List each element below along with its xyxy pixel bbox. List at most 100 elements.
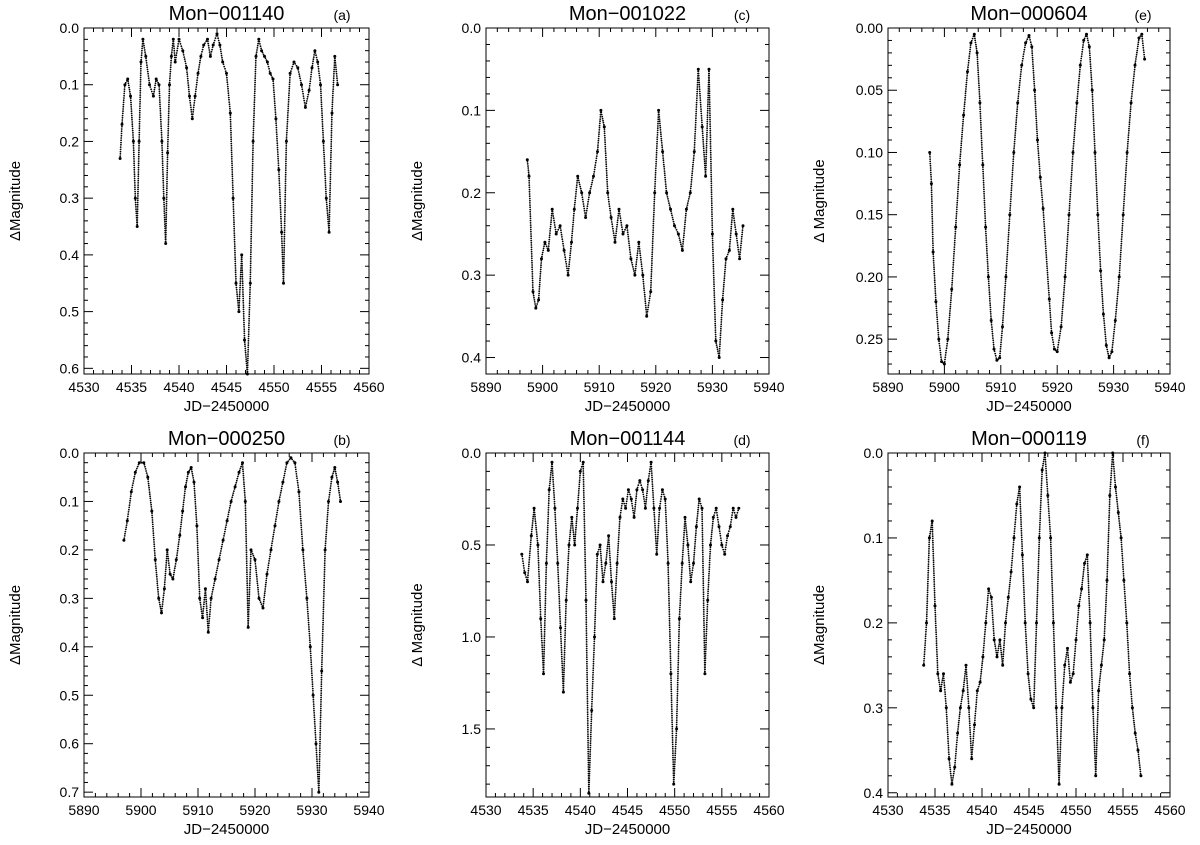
data-point-fill xyxy=(153,552,156,554)
data-point-fill xyxy=(280,222,283,225)
data-point-fill xyxy=(310,665,313,668)
data-point-fill xyxy=(539,613,542,615)
data-point-fill xyxy=(238,299,241,302)
data-point-fill xyxy=(137,190,139,193)
data-point-fill xyxy=(287,103,290,105)
data-point-fill xyxy=(301,544,304,547)
data-point-fill xyxy=(571,518,573,521)
data-point-fill xyxy=(321,656,323,659)
y-tick-label: 0.5 xyxy=(60,304,80,320)
data-point-fill xyxy=(570,525,572,527)
data-point-fill xyxy=(665,531,668,534)
data-point xyxy=(169,54,173,58)
data-point xyxy=(146,475,150,479)
data-point xyxy=(160,139,164,143)
data-point-fill xyxy=(527,569,530,572)
data-point xyxy=(254,54,258,58)
data-point-fill xyxy=(248,320,251,322)
data-point-fill xyxy=(735,235,738,238)
data-point-fill xyxy=(324,171,326,173)
data-point-fill xyxy=(204,594,207,597)
data-point-fill xyxy=(193,104,195,106)
data-point-fill xyxy=(248,317,251,320)
data-point-fill xyxy=(722,288,725,290)
data-point-fill xyxy=(600,563,603,566)
x-tick-label: 4555 xyxy=(306,379,337,395)
data-point-fill xyxy=(522,562,525,565)
data-point-fill xyxy=(682,549,684,552)
data-point xyxy=(125,519,129,523)
data-point-fill xyxy=(297,68,300,71)
data-point xyxy=(602,125,606,129)
data-point-fill xyxy=(229,127,232,130)
data-point-fill xyxy=(122,103,125,106)
data-point-fill xyxy=(651,255,653,258)
data-point-fill xyxy=(133,155,135,158)
data-point-fill xyxy=(239,271,242,274)
data-point-fill xyxy=(320,92,322,95)
data-point-fill xyxy=(202,612,204,615)
data-point-fill xyxy=(323,158,326,160)
data-point-fill xyxy=(667,569,670,571)
data-point-fill xyxy=(596,152,598,155)
data-point-fill xyxy=(535,305,538,307)
data-point-fill xyxy=(713,309,716,312)
data-point-fill xyxy=(234,483,237,486)
data-point-fill xyxy=(279,193,281,196)
data-point-fill xyxy=(281,240,283,243)
data-point-fill xyxy=(338,489,340,492)
data-point-fill xyxy=(283,249,286,251)
data-point-fill xyxy=(594,614,597,617)
data-point-fill xyxy=(290,70,292,72)
data-point-fill xyxy=(537,548,539,551)
data-point-fill xyxy=(168,103,170,106)
data-point-fill xyxy=(192,106,195,109)
data-point-fill xyxy=(631,507,634,510)
data-point-fill xyxy=(523,569,526,572)
data-point-fill xyxy=(250,227,253,229)
data-point-fill xyxy=(329,162,332,165)
data-point-fill xyxy=(542,249,545,252)
data-point-fill xyxy=(586,207,588,210)
data-point-fill xyxy=(557,586,560,589)
data-point-fill xyxy=(701,130,704,133)
data-point-fill xyxy=(541,655,544,657)
data-point-fill xyxy=(627,235,630,238)
data-point-fill xyxy=(695,115,697,117)
data-point-fill xyxy=(574,195,577,198)
data-point-fill xyxy=(186,77,189,80)
data-point-fill xyxy=(279,494,282,496)
data-point-fill xyxy=(693,146,696,149)
data-point-fill xyxy=(648,299,651,302)
data-point-fill xyxy=(284,211,286,214)
data-point-fill xyxy=(314,729,317,732)
data-point-fill xyxy=(566,586,568,588)
data-point-fill xyxy=(245,360,248,363)
data-point-fill xyxy=(254,70,257,73)
data-point-fill xyxy=(583,518,586,520)
data-point-fill xyxy=(230,153,233,156)
data-point xyxy=(612,617,616,621)
data-point-fill xyxy=(195,511,197,514)
data-point-fill xyxy=(160,138,163,141)
data-point-fill xyxy=(251,200,253,203)
data-point-fill xyxy=(709,151,712,154)
data-point xyxy=(288,71,292,75)
data-point-fill xyxy=(593,633,596,636)
data-point-fill xyxy=(677,655,680,657)
data-point-fill xyxy=(602,121,605,124)
data-point-fill xyxy=(537,557,540,560)
data-point-fill xyxy=(247,613,250,615)
data-point-fill xyxy=(705,153,708,156)
data-point-fill xyxy=(547,502,550,505)
data-point-fill xyxy=(284,184,287,187)
data-point-fill xyxy=(310,656,312,659)
data-point-fill xyxy=(231,164,234,167)
data-point-fill xyxy=(554,522,557,525)
data-point-fill xyxy=(532,288,534,291)
data-point-fill xyxy=(658,516,660,518)
data-point-fill xyxy=(154,565,157,567)
data-point-fill xyxy=(310,663,313,666)
data-point-fill xyxy=(572,527,574,529)
data-point-fill xyxy=(275,131,278,134)
